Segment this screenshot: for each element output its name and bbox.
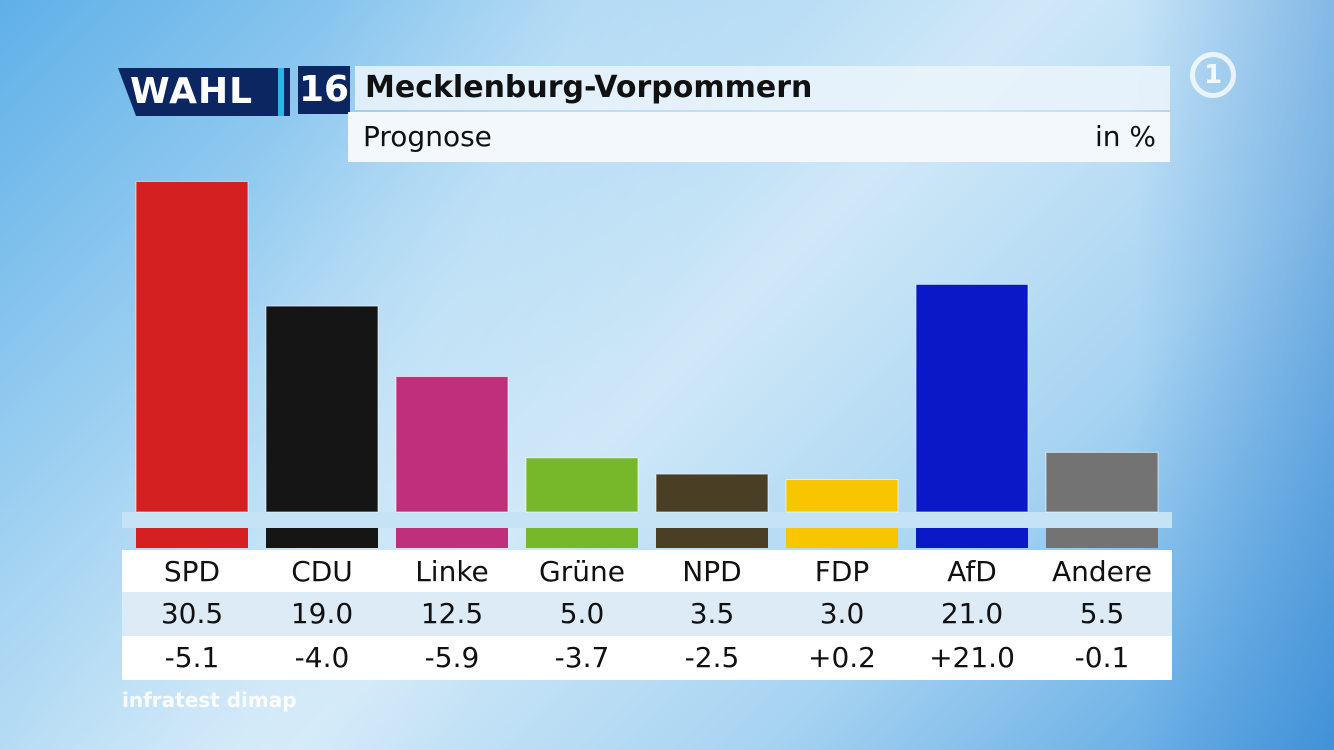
bar-fdp bbox=[785, 478, 899, 513]
color-key-grüne bbox=[526, 528, 638, 548]
party-value-fdp: 3.0 bbox=[819, 597, 865, 630]
bar-npd bbox=[655, 473, 769, 513]
bar-grüne bbox=[525, 457, 639, 513]
subtitle-bar bbox=[348, 112, 1170, 162]
party-change-grüne: -3.7 bbox=[554, 641, 610, 674]
baseline-separator bbox=[122, 512, 1172, 528]
party-name-grüne: Grüne bbox=[539, 555, 625, 588]
party-value-grüne: 5.0 bbox=[559, 597, 605, 630]
party-values-row: 30.5 19.0 12.5 5.0 3.5 3.0 21.0 5.5 bbox=[122, 592, 1172, 636]
chart-title: Mecklenburg-Vorpommern bbox=[365, 70, 813, 105]
party-name-linke: Linke bbox=[415, 555, 489, 588]
party-value-cdu: 19.0 bbox=[290, 597, 354, 630]
party-change-linke: -5.9 bbox=[424, 641, 480, 674]
color-key-andere bbox=[1046, 528, 1158, 548]
party-name-spd: SPD bbox=[163, 555, 221, 588]
wahl-logo-number: 16 bbox=[298, 66, 350, 114]
color-key-npd bbox=[656, 528, 768, 548]
color-key-spd bbox=[136, 528, 248, 548]
bar-cdu bbox=[265, 305, 379, 513]
bar-afd bbox=[915, 283, 1029, 513]
party-name-npd: NPD bbox=[682, 555, 742, 588]
party-change-cdu: -4.0 bbox=[294, 641, 350, 674]
party-name-afd: AfD bbox=[947, 555, 997, 588]
channel-one-logo: 1 bbox=[1190, 52, 1236, 98]
party-name-cdu: CDU bbox=[291, 555, 353, 588]
color-key-cdu bbox=[266, 528, 378, 548]
bar-linke bbox=[395, 376, 509, 513]
wahl-logo-text: WAHL bbox=[130, 71, 254, 112]
party-name-fdp: FDP bbox=[814, 555, 870, 588]
party-value-spd: 30.5 bbox=[160, 597, 224, 630]
party-name-andere: Andere bbox=[1051, 555, 1153, 588]
party-change-afd: +21.0 bbox=[929, 641, 1015, 674]
bar-spd bbox=[135, 180, 249, 513]
party-change-fdp: +0.2 bbox=[808, 641, 876, 674]
party-change-npd: -2.5 bbox=[684, 641, 740, 674]
wahl-logo-stripe bbox=[278, 68, 284, 116]
chart-unit: in % bbox=[1094, 120, 1156, 153]
color-key-linke bbox=[396, 528, 508, 548]
party-value-andere: 5.5 bbox=[1079, 597, 1125, 630]
party-value-npd: 3.5 bbox=[689, 597, 735, 630]
bar-andere bbox=[1045, 451, 1159, 513]
source-label: infratest dimap bbox=[122, 688, 297, 712]
title-bar bbox=[355, 66, 1170, 110]
party-names-row: SPD CDU Linke Grüne NPD FDP AfD Andere bbox=[122, 550, 1172, 594]
wahl-logo: WAHL bbox=[118, 68, 290, 116]
party-changes-row: -5.1 -4.0 -5.9 -3.7 -2.5 +0.2 +21.0 -0.1 bbox=[122, 636, 1172, 680]
party-change-spd: -5.1 bbox=[164, 641, 220, 674]
color-key-fdp bbox=[786, 528, 898, 548]
party-change-andere: -0.1 bbox=[1074, 641, 1130, 674]
chart-subtitle: Prognose bbox=[363, 120, 492, 153]
color-key-afd bbox=[916, 528, 1028, 548]
party-value-linke: 12.5 bbox=[420, 597, 484, 630]
party-value-afd: 21.0 bbox=[940, 597, 1004, 630]
